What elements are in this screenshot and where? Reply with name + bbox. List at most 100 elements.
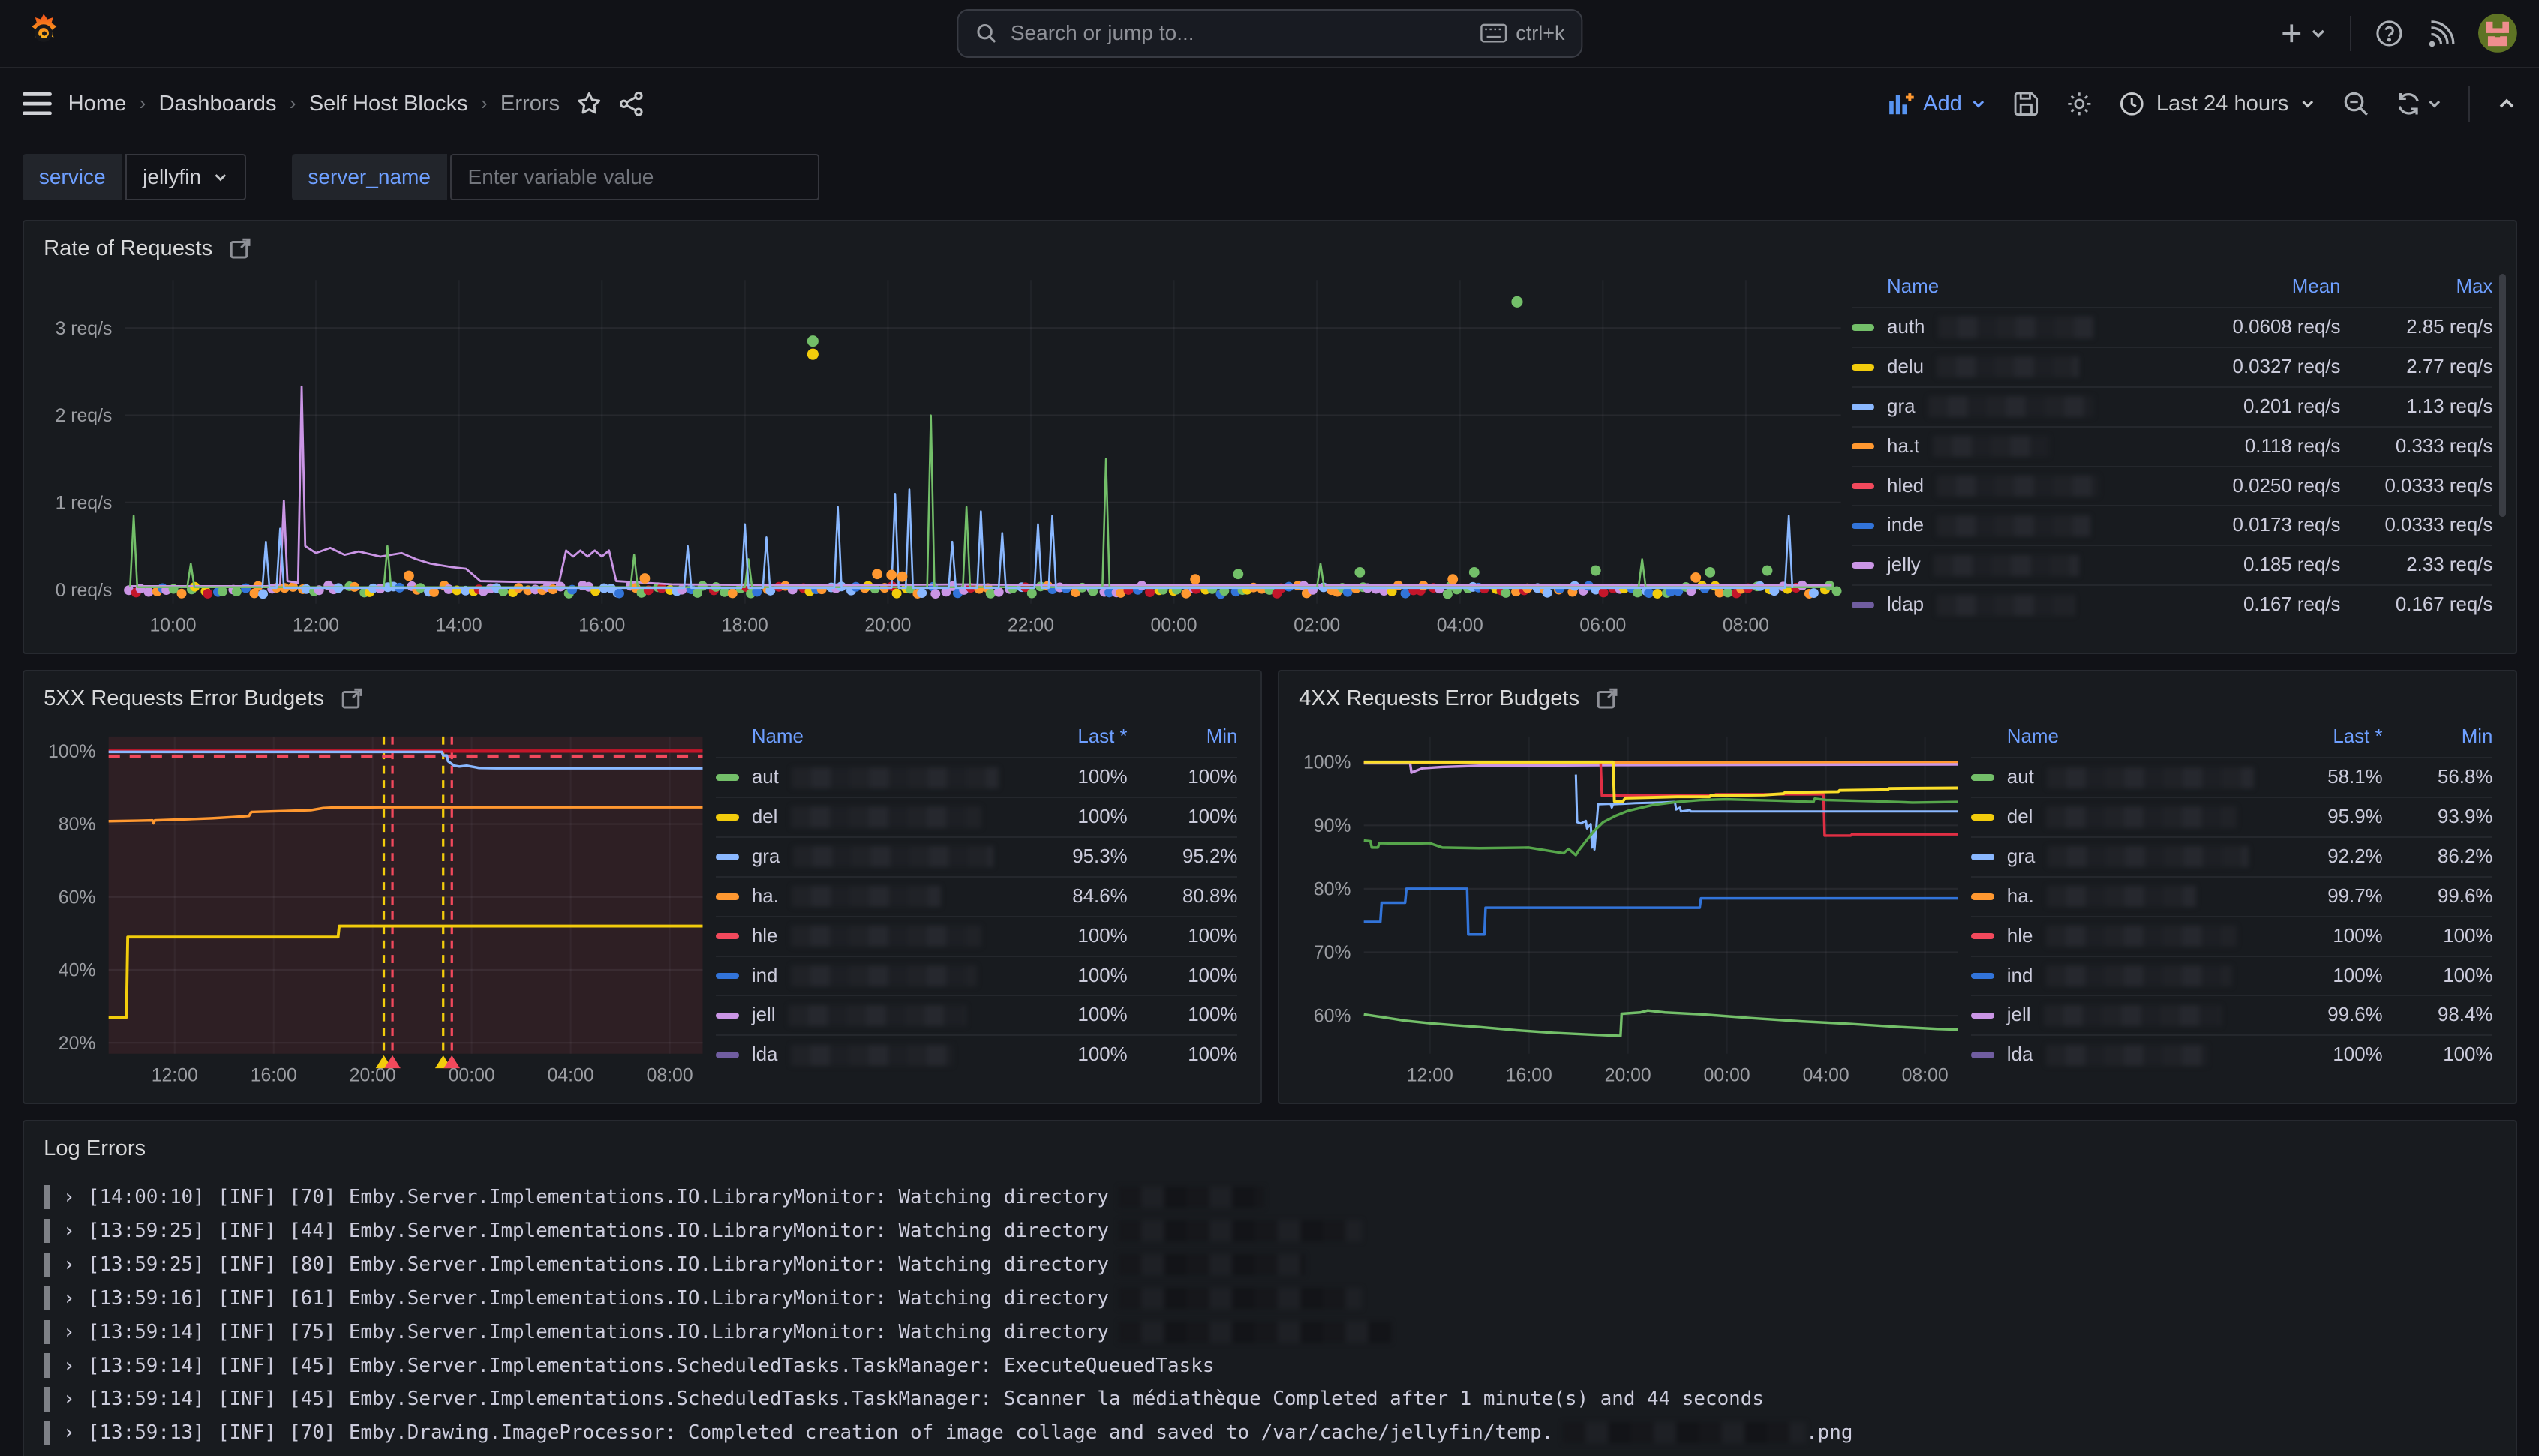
legend-scrollbar[interactable]: [2499, 274, 2506, 517]
legend-row[interactable]: gra 95.3% 95.2%: [716, 836, 1237, 876]
rate-chart-area[interactable]: 0 req/s1 req/s2 req/s3 req/s10:0012:0014…: [34, 267, 1851, 646]
legend-col-min[interactable]: Min: [1128, 726, 1238, 748]
avatar[interactable]: [2478, 14, 2517, 53]
breadcrumb-dashboards[interactable]: Dashboards: [159, 92, 277, 116]
4xx-chart[interactable]: 60%70%80%90%100%12:0016:0020:0000:0004:0…: [1289, 717, 1971, 1096]
external-link-icon[interactable]: [341, 687, 363, 710]
legend-row[interactable]: aut 100% 100%: [716, 757, 1237, 797]
rate-chart[interactable]: 0 req/s1 req/s2 req/s3 req/s10:0012:0014…: [34, 267, 1851, 646]
external-link-icon[interactable]: [229, 237, 251, 260]
add-panel-button[interactable]: Add: [1888, 92, 1987, 116]
legend-row[interactable]: lda 100% 100%: [716, 1034, 1237, 1074]
series-name[interactable]: ha.: [1971, 886, 2266, 908]
search-input[interactable]: Search or jump to... ctrl+k: [957, 9, 1582, 58]
panel-header[interactable]: 5XX Requests Error Budgets: [24, 671, 1260, 714]
legend-row[interactable]: ha.t 0.118 req/s 0.333 req/s: [1852, 426, 2493, 466]
collapse-caret-icon[interactable]: [2496, 93, 2517, 114]
series-name[interactable]: auth: [1852, 317, 2159, 338]
series-name[interactable]: hle: [1971, 926, 2266, 947]
legend-col-last[interactable]: Last *: [2266, 726, 2382, 748]
series-name[interactable]: jelly: [1852, 554, 2159, 576]
log-row[interactable]: › [13:59:14] [INF] [45] Emby.Server.Impl…: [44, 1349, 2496, 1382]
series-name[interactable]: ldap: [1852, 594, 2159, 616]
log-expand-icon[interactable]: ›: [63, 1421, 75, 1444]
share-icon[interactable]: [618, 91, 645, 117]
series-name[interactable]: inde: [1852, 515, 2159, 536]
series-name[interactable]: ind: [716, 965, 1011, 987]
legend-row[interactable]: gra 0.201 req/s 1.13 req/s: [1852, 386, 2493, 426]
legend-row[interactable]: aut 58.1% 56.8%: [1971, 757, 2492, 797]
log-expand-icon[interactable]: ›: [63, 1186, 75, 1208]
legend-row[interactable]: inde 0.0173 req/s 0.0333 req/s: [1852, 505, 2493, 545]
favorite-star-icon[interactable]: [576, 91, 602, 117]
legend-row[interactable]: jelly 0.185 req/s 2.33 req/s: [1852, 545, 2493, 584]
panel-header[interactable]: 4XX Requests Error Budgets: [1279, 671, 2515, 714]
5xx-chart[interactable]: 20%40%60%80%100%12:0016:0020:0000:0004:0…: [34, 717, 716, 1096]
legend-row[interactable]: gra 92.2% 86.2%: [1971, 836, 2492, 876]
series-name[interactable]: ha.: [716, 886, 1011, 908]
log-expand-icon[interactable]: ›: [63, 1287, 75, 1310]
legend-row[interactable]: hle 100% 100%: [1971, 916, 2492, 956]
series-name[interactable]: lda: [1971, 1044, 2266, 1066]
log-row[interactable]: › [13:59:13] [INF] [70] Emby.Drawing.Ima…: [44, 1416, 2496, 1450]
time-range-picker[interactable]: Last 24 hours: [2119, 91, 2316, 117]
breadcrumb-home[interactable]: Home: [68, 92, 127, 116]
log-row[interactable]: › [13:59:14] [INF] [75] Emby.Server.Impl…: [44, 1315, 2496, 1349]
legend-row[interactable]: ldap 0.167 req/s 0.167 req/s: [1852, 584, 2493, 624]
legend-row[interactable]: jell 99.6% 98.4%: [1971, 995, 2492, 1034]
legend-col-mean[interactable]: Mean: [2159, 276, 2341, 298]
refresh-button[interactable]: [2396, 91, 2443, 117]
series-name[interactable]: jell: [1971, 1004, 2266, 1026]
legend-row[interactable]: ind 100% 100%: [1971, 956, 2492, 995]
menu-icon[interactable]: [23, 92, 52, 115]
log-row[interactable]: › [13:59:25] [INF] [80] Emby.Server.Impl…: [44, 1247, 2496, 1281]
legend-col-max[interactable]: Max: [2341, 276, 2493, 298]
legend-col-name[interactable]: Name: [716, 726, 1011, 748]
log-expand-icon[interactable]: ›: [63, 1321, 75, 1343]
grafana-logo-icon[interactable]: [23, 12, 65, 54]
panel-header[interactable]: Rate of Requests: [24, 221, 2515, 264]
legend-row[interactable]: ind 100% 100%: [716, 956, 1237, 995]
series-name[interactable]: gra: [1852, 396, 2159, 418]
series-name[interactable]: del: [1971, 806, 2266, 828]
log-row[interactable]: › [14:00:10] [INF] [70] Emby.Server.Impl…: [44, 1181, 2496, 1214]
legend-row[interactable]: hle 100% 100%: [716, 916, 1237, 956]
5xx-chart-area[interactable]: 20%40%60%80%100%12:0016:0020:0000:0004:0…: [34, 717, 716, 1096]
log-expand-icon[interactable]: ›: [63, 1220, 75, 1242]
server-name-variable-input[interactable]: [450, 154, 819, 200]
legend-col-name[interactable]: Name: [1852, 276, 2159, 298]
log-row[interactable]: › [13:59:25] [INF] [44] Emby.Server.Impl…: [44, 1214, 2496, 1248]
log-expand-icon[interactable]: ›: [63, 1355, 75, 1377]
series-name[interactable]: aut: [716, 767, 1011, 788]
legend-row[interactable]: del 95.9% 93.9%: [1971, 797, 2492, 836]
log-expand-icon[interactable]: ›: [63, 1253, 75, 1276]
legend-row[interactable]: auth 0.0608 req/s 2.85 req/s: [1852, 307, 2493, 347]
zoom-out-icon[interactable]: [2342, 90, 2370, 118]
series-name[interactable]: ha.t: [1852, 436, 2159, 458]
service-variable-select[interactable]: jellyfin: [125, 154, 247, 200]
legend-row[interactable]: ha. 84.6% 80.8%: [716, 876, 1237, 916]
legend-row[interactable]: delu 0.0327 req/s 2.77 req/s: [1852, 347, 2493, 386]
series-name[interactable]: jell: [716, 1004, 1011, 1026]
settings-gear-icon[interactable]: [2066, 90, 2093, 118]
new-button[interactable]: [2279, 20, 2327, 47]
log-row[interactable]: › [13:59:16] [INF] [61] Emby.Server.Impl…: [44, 1281, 2496, 1315]
news-button[interactable]: [2426, 19, 2456, 48]
legend-row[interactable]: jell 100% 100%: [716, 995, 1237, 1034]
series-name[interactable]: lda: [716, 1044, 1011, 1066]
legend-col-min[interactable]: Min: [2383, 726, 2493, 748]
series-name[interactable]: hle: [716, 926, 1011, 947]
4xx-chart-area[interactable]: 60%70%80%90%100%12:0016:0020:0000:0004:0…: [1289, 717, 1971, 1096]
series-name[interactable]: delu: [1852, 356, 2159, 378]
legend-col-last[interactable]: Last *: [1011, 726, 1127, 748]
legend-row[interactable]: lda 100% 100%: [1971, 1034, 2492, 1074]
series-name[interactable]: del: [716, 806, 1011, 828]
save-dashboard-icon[interactable]: [2012, 90, 2040, 118]
panel-header[interactable]: Log Errors: [24, 1121, 2515, 1164]
log-row[interactable]: › [13:59:14] [INF] [45] Emby.Server.Impl…: [44, 1382, 2496, 1416]
series-name[interactable]: hled: [1852, 476, 2159, 497]
legend-col-name[interactable]: Name: [1971, 726, 2266, 748]
legend-row[interactable]: del 100% 100%: [716, 797, 1237, 836]
series-name[interactable]: aut: [1971, 767, 2266, 788]
help-button[interactable]: [2375, 19, 2404, 48]
